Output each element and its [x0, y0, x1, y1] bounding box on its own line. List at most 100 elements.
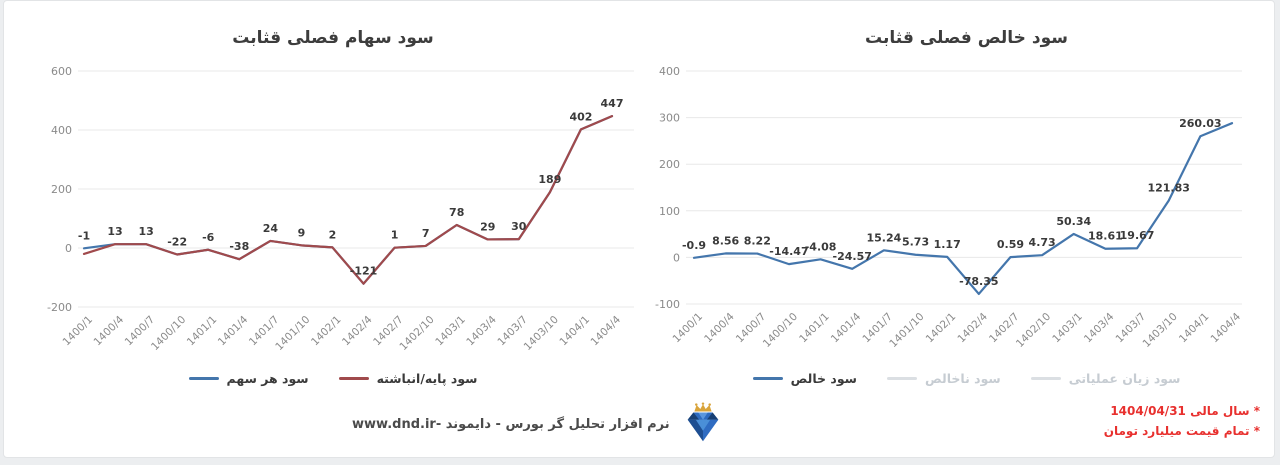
chart-title: سود خالص فصلی قثابت [865, 28, 1068, 48]
x-tick-label: 1401/1 [185, 314, 220, 349]
y-tick-label: 0 [65, 242, 72, 255]
data-label: -1 [78, 229, 90, 242]
x-tick-label: 1401/10 [273, 314, 312, 353]
x-tick-label: 1400/10 [149, 314, 188, 353]
x-tick-label: 1403/10 [522, 314, 561, 353]
plot-svg: 4003002001000-1001400/11400/41400/71400/… [655, 65, 1244, 350]
data-label: 447 [601, 97, 624, 110]
legend-swatch [188, 377, 219, 380]
x-tick-label: 1404/1 [1177, 311, 1212, 346]
series-line [82, 115, 614, 285]
quarterly-net-profit-chart: سود خالص فصلی قثابت 400 300 200 100 0 -100 140… [654, 15, 1279, 386]
y-tick-label: -100 [655, 298, 680, 311]
x-tick-label: 1400/10 [761, 311, 800, 350]
x-tick-label: 1402/10 [1014, 311, 1053, 350]
data-label: 19.67 [1120, 229, 1155, 242]
y-tick-label: 600 [51, 65, 72, 78]
quarterly-eps-chart: سود سهام فصلی قثابت 600 400 200 0 -200 1400/1… [22, 15, 644, 386]
legend-swatch [338, 377, 369, 380]
legend-item-0-1[interactable]: سود پایه/انباشته [338, 371, 478, 386]
chart-title: سود سهام فصلی قثابت [232, 28, 434, 48]
y-tick-label: 200 [51, 183, 72, 196]
data-label: 402 [569, 110, 592, 123]
right-chart-plot: 400 300 200 100 0 -100 1400/1 1400/4 1400/7 1400/… [654, 57, 1279, 365]
x-tick-label: 1400/1 [61, 314, 96, 349]
data-label: -4.08 [805, 240, 837, 253]
x-tick-label: 1404/4 [1209, 310, 1244, 345]
x-tick-label: 1404/1 [557, 314, 592, 349]
legend-swatch [1030, 377, 1061, 380]
x-tick-label: 1401/1 [797, 311, 832, 346]
x-tick-label: 1401/4 [216, 313, 251, 348]
data-label: -22 [167, 235, 187, 248]
data-label: 1.17 [934, 238, 961, 251]
y-tick-label: 100 [659, 205, 680, 218]
data-label: -38 [229, 240, 249, 253]
left-chart-plot: 600 400 200 0 -200 1400/1 1400/4 1400/7 1400/10 1… [22, 57, 644, 365]
data-label: -78.35 [959, 275, 998, 288]
right-chart-legend: سود خالص سود ناخالص سود زیان عملیاتی [654, 371, 1279, 386]
y-tick-label: 400 [51, 124, 72, 137]
plot-svg: 6004002000-2001400/11400/41400/71400/101… [47, 65, 634, 353]
diamond-logo-icon [687, 402, 718, 442]
x-tick-label: 1402/4 [955, 310, 990, 345]
data-label: 18.61 [1088, 230, 1123, 243]
footer: نرم افزار تحلیل گر بورس - دایموند -www.d… [352, 401, 726, 447]
legend-item-0-0[interactable]: سود هر سهم [188, 371, 309, 386]
page-card: سود سهام فصلی قثابت 600 400 200 0 -200 1400/1… [3, 0, 1275, 458]
x-tick-label: 1402/4 [340, 313, 375, 348]
data-label: -121 [350, 265, 378, 278]
y-tick-label: 400 [659, 65, 680, 78]
data-label: 24 [263, 222, 279, 235]
x-tick-label: 1401/4 [829, 310, 864, 345]
data-label: 5.73 [902, 236, 929, 249]
x-tick-label: 1403/4 [464, 313, 499, 348]
fiscal-notes: * سال مالی 1404/04/31 * تمام قیمت میلیار… [1104, 402, 1260, 442]
left-chart-legend: سود هر سهم سود پایه/انباشته [22, 371, 644, 386]
fiscal-year-note: * سال مالی 1404/04/31 [1110, 404, 1260, 418]
price-unit-note: * تمام قیمت میلیارد تومان [1103, 423, 1260, 438]
legend-label: سود خالص [790, 371, 857, 386]
x-tick-label: 1403/4 [1082, 310, 1117, 345]
x-tick-label: 1402/10 [397, 314, 436, 353]
x-tick-label: 1404/4 [589, 313, 624, 348]
data-label: 78 [449, 206, 464, 219]
legend-item-1-1[interactable]: سود ناخالص [886, 371, 1001, 386]
data-label: 29 [480, 220, 495, 233]
legend-label: سود ناخالص [924, 371, 1001, 386]
legend-label: سود زیان عملیاتی [1068, 371, 1181, 386]
data-label: 8.56 [712, 234, 739, 247]
data-label: -14.47 [769, 245, 808, 258]
x-tick-label: 1402/1 [924, 311, 959, 346]
series-line [82, 115, 614, 285]
data-label: 13 [138, 225, 153, 238]
x-tick-label: 1403/1 [433, 314, 468, 349]
y-tick-label: 0 [673, 251, 680, 264]
x-tick-label: 1400/4 [702, 310, 737, 345]
data-label: 7 [422, 227, 430, 240]
legend-label: سود پایه/انباشته [376, 371, 478, 386]
data-label: 121.83 [1147, 182, 1189, 195]
data-label: 0.59 [997, 238, 1024, 251]
x-tick-label: 1400/1 [671, 311, 706, 346]
data-label: 13 [107, 225, 122, 238]
data-label: 8.22 [744, 235, 771, 248]
data-label: -24.57 [833, 250, 872, 263]
data-label: 15.24 [866, 231, 901, 244]
data-label: 189 [538, 173, 561, 186]
data-label: 2 [329, 228, 337, 241]
data-label: 1 [391, 229, 399, 242]
data-label: -0.9 [682, 239, 706, 252]
legend-item-1-0[interactable]: سود خالص [752, 371, 857, 386]
x-tick-label: 1402/1 [309, 314, 344, 349]
data-label: 50.34 [1056, 215, 1091, 228]
legend-item-1-2[interactable]: سود زیان عملیاتی [1030, 371, 1181, 386]
y-tick-label: 200 [659, 158, 680, 171]
footer-brand-text: نرم افزار تحلیل گر بورس - دایموند -www.d… [352, 416, 670, 432]
data-label: 260.03 [1179, 117, 1221, 130]
data-label: 9 [298, 226, 306, 239]
data-label: 30 [511, 220, 527, 233]
x-tick-label: 1403/10 [1140, 311, 1179, 350]
y-tick-label: 300 [659, 112, 680, 125]
x-tick-label: 1400/4 [92, 313, 127, 348]
